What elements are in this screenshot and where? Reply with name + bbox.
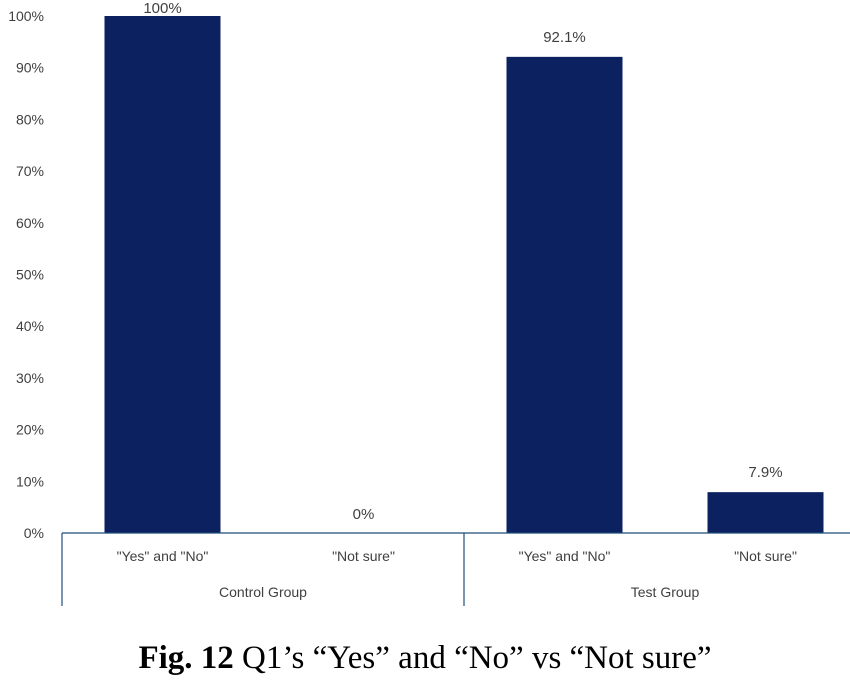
data-label: 0%: [353, 506, 375, 523]
y-tick-label: 40%: [16, 318, 44, 334]
group-label: Test Group: [631, 584, 700, 600]
y-tick-label: 90%: [16, 60, 44, 76]
category-label: "Yes" and "No": [519, 548, 611, 564]
figure-number: Fig. 12: [138, 640, 234, 676]
bar: [707, 492, 824, 533]
group-label: Control Group: [219, 584, 307, 600]
data-label: 7.9%: [748, 464, 782, 481]
y-tick-label: 10%: [16, 473, 44, 489]
y-tick-label: 20%: [16, 422, 44, 438]
figure-caption-text: Q1’s “Yes” and “No” vs “Not sure”: [242, 640, 712, 676]
y-tick-label: 30%: [16, 370, 44, 386]
bar: [104, 16, 221, 533]
y-tick-label: 50%: [16, 267, 44, 283]
y-tick-label: 70%: [16, 163, 44, 179]
y-tick-label: 80%: [16, 111, 44, 127]
figure-caption: Fig. 12 Q1’s “Yes” and “No” vs “Not sure…: [0, 640, 850, 677]
y-tick-label: 60%: [16, 215, 44, 231]
bar-chart: 0% 10% 20% 30% 40% 50% 60% 70% 80% 90% 100% 100% "Ye…: [8, 0, 850, 606]
bar: [506, 56, 623, 534]
y-tick-label: 0%: [24, 525, 44, 541]
y-tick-label: 100%: [8, 8, 44, 24]
category-label: "Not sure": [332, 548, 395, 564]
data-label: 100%: [143, 0, 181, 17]
category-label: "Yes" and "No": [117, 548, 209, 564]
category-label: "Not sure": [734, 548, 797, 564]
data-label: 92.1%: [543, 29, 586, 46]
